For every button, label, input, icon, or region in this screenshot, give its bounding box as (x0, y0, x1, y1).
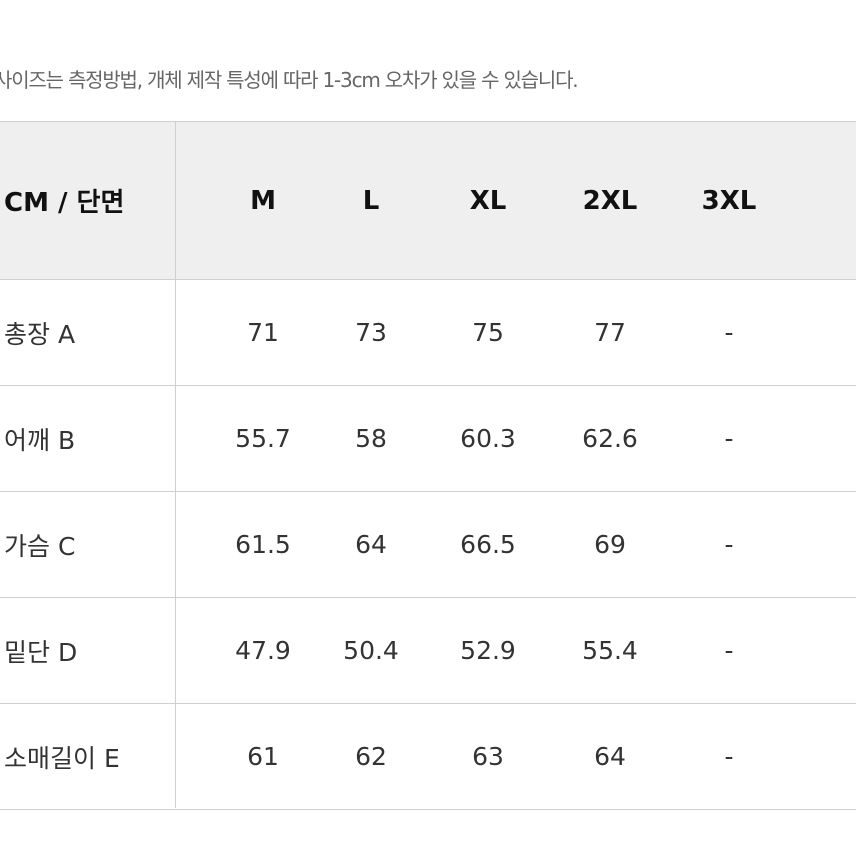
measurement-cell: 47.9 (235, 636, 291, 665)
measurement-cell: 75 (472, 318, 504, 347)
measurement-cell: - (724, 318, 734, 347)
measurement-cell: 66.5 (460, 530, 516, 559)
table-row: 밑단 D 47.9 50.4 52.9 55.4 - (0, 598, 856, 704)
row-label: 가슴 C (4, 531, 76, 561)
size-header: 3XL (701, 185, 757, 216)
measurement-cell: 63 (472, 742, 504, 771)
measurement-cell: - (724, 636, 734, 665)
column-divider (175, 121, 176, 808)
measurement-cell: 60.3 (460, 424, 516, 453)
size-header: 2XL (582, 185, 638, 216)
measurement-cell: 50.4 (343, 636, 399, 665)
size-table: CM / 단면 M L XL 2XL 3XL 총장 A 71 73 75 77 - 어깨 B 55.7 58… (0, 121, 856, 810)
row-label: 어깨 B (4, 425, 76, 455)
measurement-cell: - (724, 742, 734, 771)
row-label: 밑단 D (4, 637, 78, 667)
header-row: CM / 단면 M L XL 2XL 3XL (0, 121, 856, 280)
measurement-cell: 73 (355, 318, 387, 347)
measurement-cell: 58 (355, 424, 387, 453)
measurement-cell: 61 (247, 742, 279, 771)
table-row: 총장 A 71 73 75 77 - (0, 280, 856, 386)
row-label: 총장 A (4, 319, 76, 349)
table-row: 소매길이 E 61 62 63 64 - (0, 704, 856, 810)
measurement-cell: 62.6 (582, 424, 638, 453)
measurement-cell: 61.5 (235, 530, 291, 559)
measurement-cell: 55.4 (582, 636, 638, 665)
measurement-cell: 71 (247, 318, 279, 347)
row-label: 소매길이 E (4, 743, 120, 773)
table-row: 가슴 C 61.5 64 66.5 69 - (0, 492, 856, 598)
size-header: XL (469, 185, 507, 216)
measurement-cell: 77 (594, 318, 626, 347)
measurement-cell: - (724, 424, 734, 453)
measurement-cell: - (724, 530, 734, 559)
measurement-cell: 64 (355, 530, 387, 559)
measurement-cell: 64 (594, 742, 626, 771)
header-label: CM / 단면 (4, 188, 125, 218)
size-header: L (362, 185, 380, 216)
size-note: 사이즈는 측정방법, 개체 제작 특성에 따라 1-3cm 오차가 있을 수 있… (0, 68, 579, 92)
measurement-cell: 55.7 (235, 424, 291, 453)
table-row: 어깨 B 55.7 58 60.3 62.6 - (0, 386, 856, 492)
size-header: M (250, 185, 276, 216)
measurement-cell: 52.9 (460, 636, 516, 665)
measurement-cell: 69 (594, 530, 626, 559)
measurement-cell: 62 (355, 742, 387, 771)
